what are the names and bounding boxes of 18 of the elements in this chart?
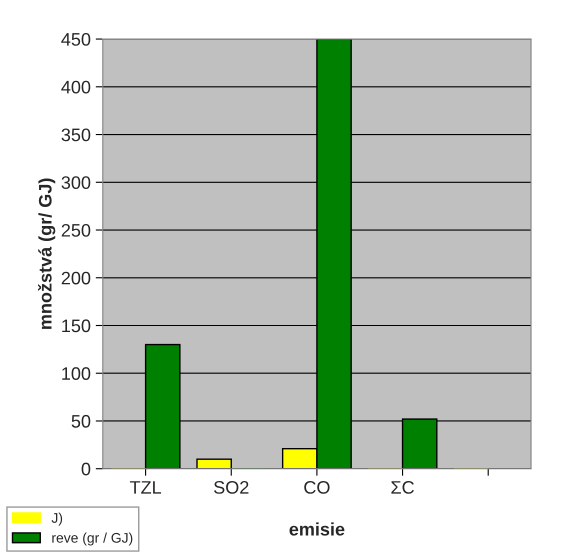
y-tick-label: 150 xyxy=(62,319,90,332)
y-axis-title: množstvá (gr/ GJ) xyxy=(38,178,56,329)
x-tick-label: SO2 xyxy=(214,481,248,494)
x-tick-label: ΣC xyxy=(391,481,414,494)
legend-label: J) xyxy=(52,512,62,526)
y-tick-label: 300 xyxy=(62,176,90,189)
y-tick-label: 250 xyxy=(62,224,90,237)
legend-label: reve (gr / GJ) xyxy=(52,532,132,546)
x-tick-label: TZL xyxy=(130,481,162,494)
y-tick-label: 200 xyxy=(62,272,90,284)
y-tick-label: 0 xyxy=(82,462,90,476)
x-axis-title: emisie xyxy=(290,522,344,536)
y-tick-label: 100 xyxy=(62,367,90,380)
y-tick-label: 400 xyxy=(61,80,90,94)
y-tick-label: 450 xyxy=(61,32,90,46)
y-tick-label: 50 xyxy=(72,414,90,428)
y-tick-label: 350 xyxy=(62,128,90,142)
x-tick-label: CO xyxy=(304,481,330,494)
